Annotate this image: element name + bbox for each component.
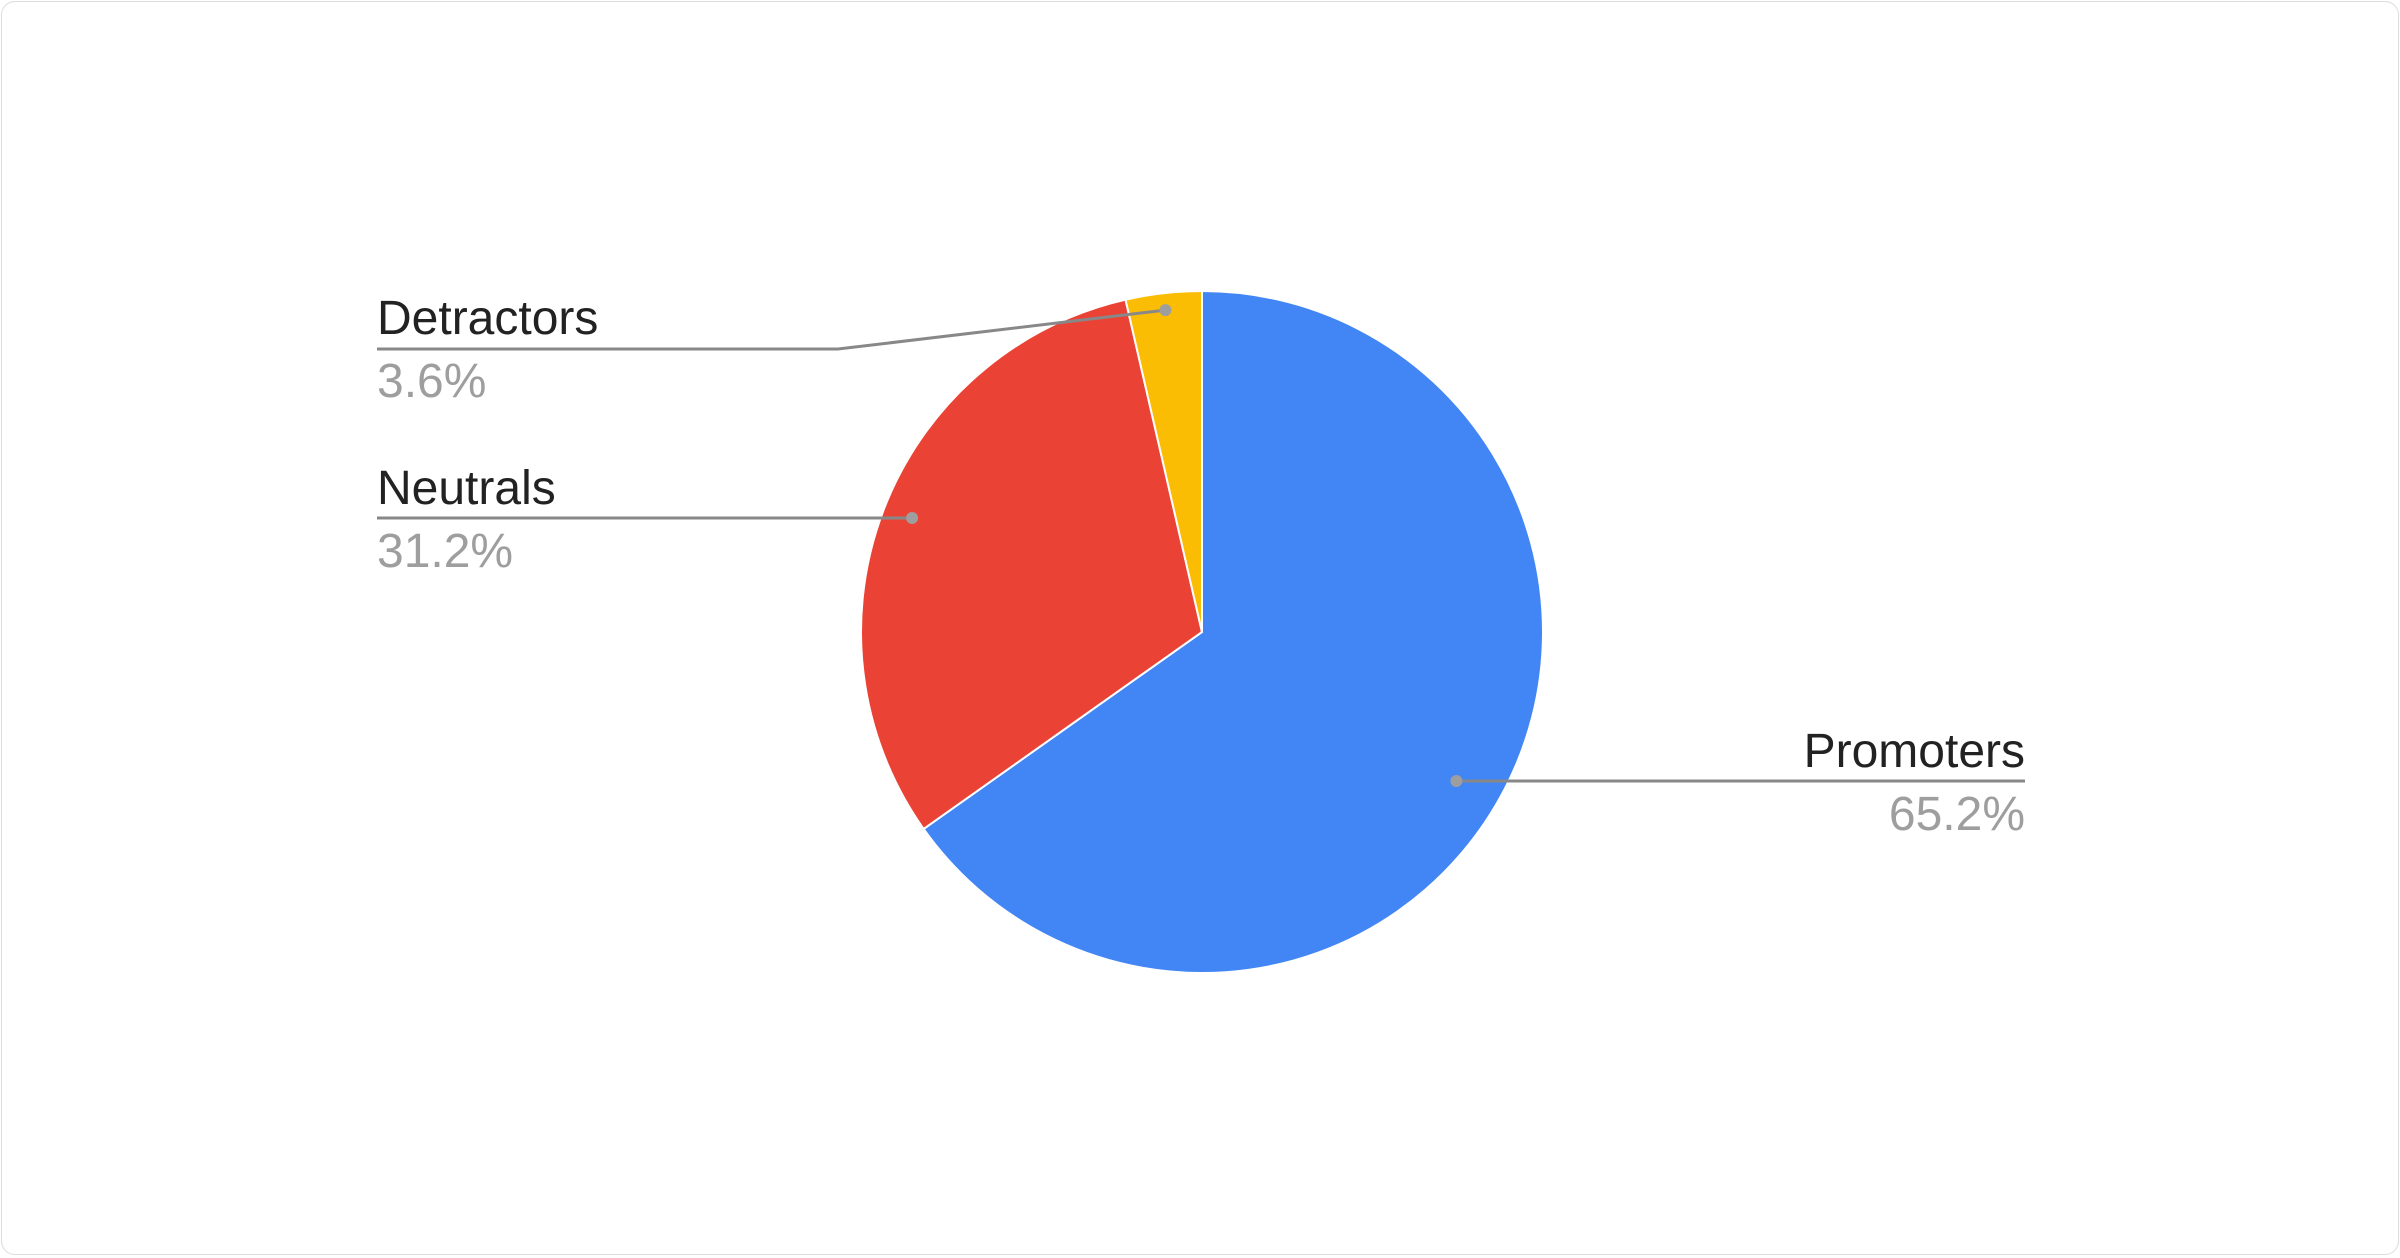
pie-slice-neutrals[interactable] [860,298,1204,831]
leader-dot [1450,775,1463,787]
leader-dot [906,512,919,524]
slice-label: Promoters [1804,725,2025,778]
leader-line [377,308,1166,351]
pie-slice-detractors[interactable] [1124,289,1203,633]
slice-percent-label: 3.6% [377,355,486,408]
leader-dot [1159,304,1172,317]
slice-percent-label: 31.2% [377,525,513,578]
slice-label: Detractors [377,292,598,345]
slice-percent-label: 65.2% [1889,788,2025,841]
pie-slice-promoters[interactable] [922,289,1544,974]
slice-label: Neutrals [377,462,556,515]
